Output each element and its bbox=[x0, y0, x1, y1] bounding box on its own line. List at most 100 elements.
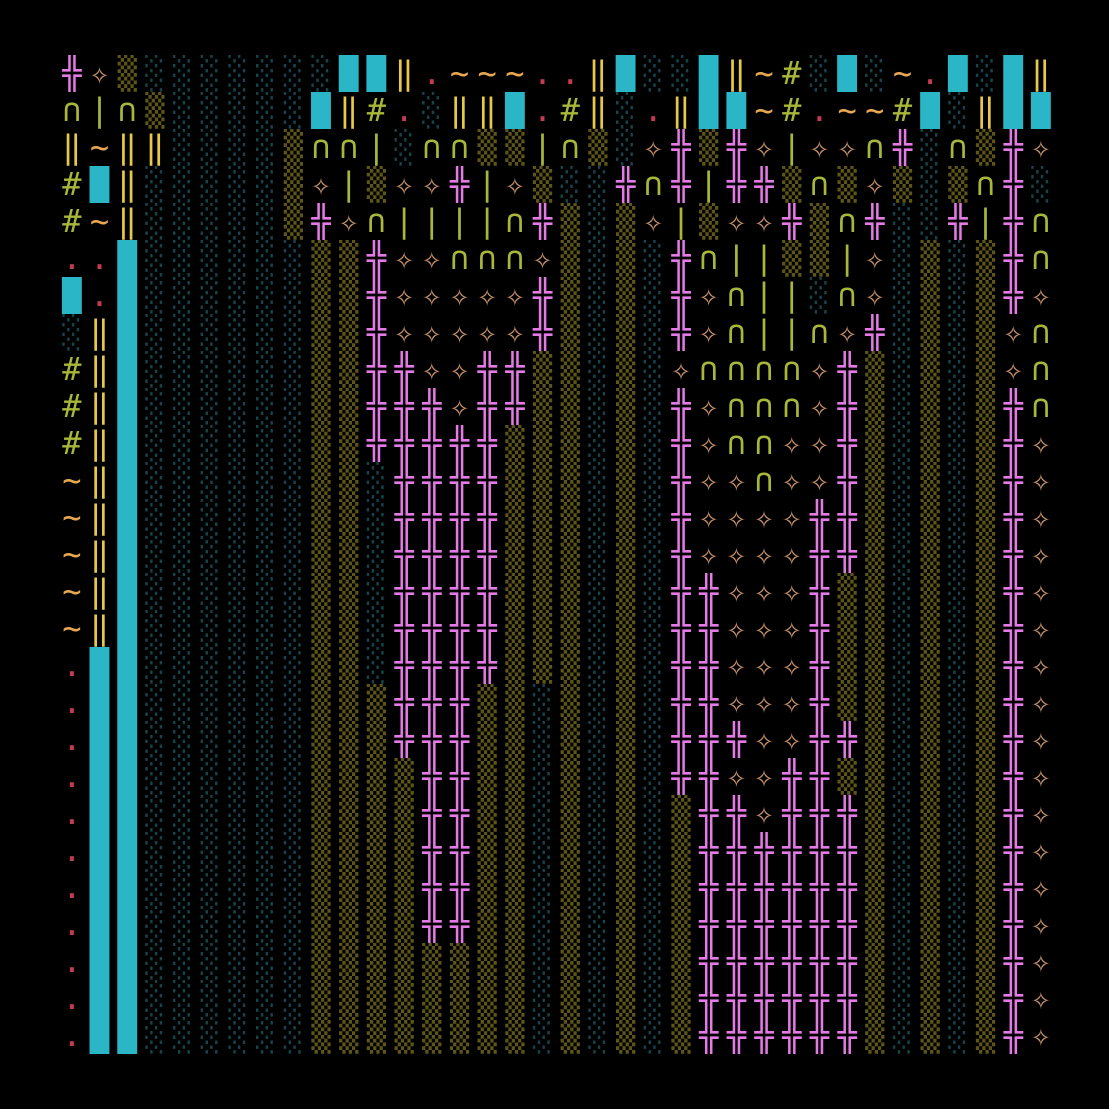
glyph: ░ bbox=[588, 869, 608, 906]
glyph: ✧ bbox=[1031, 721, 1051, 758]
glyph: ▒ bbox=[505, 943, 525, 980]
glyph: ▒ bbox=[505, 536, 525, 573]
glyph: ‖ bbox=[62, 129, 82, 166]
glyph: ▒ bbox=[339, 721, 359, 758]
glyph: ∩ bbox=[726, 425, 746, 462]
glyph: ▒ bbox=[975, 647, 996, 684]
glyph: ▒ bbox=[615, 943, 636, 980]
glyph: ░ bbox=[228, 758, 248, 795]
glyph: ░ bbox=[892, 647, 913, 684]
glyph: ▒ bbox=[311, 758, 331, 795]
glyph: ╬ bbox=[532, 277, 553, 314]
glyph: █ bbox=[117, 795, 137, 832]
glyph: ✧ bbox=[394, 240, 414, 277]
glyph: ░ bbox=[643, 1017, 663, 1054]
glyph: ∩ bbox=[726, 388, 746, 425]
glyph: ░ bbox=[588, 166, 608, 203]
glyph: ‖ bbox=[89, 351, 110, 388]
glyph: ░ bbox=[588, 758, 608, 795]
glyph: ░ bbox=[283, 684, 303, 721]
glyph: ▒ bbox=[477, 684, 497, 721]
glyph: ╬ bbox=[477, 388, 497, 425]
glyph: ╬ bbox=[782, 795, 802, 832]
glyph: ▒ bbox=[311, 980, 331, 1017]
glyph: ╬ bbox=[837, 351, 857, 388]
glyph: ▒ bbox=[311, 684, 331, 721]
glyph: ✧ bbox=[754, 684, 774, 721]
glyph: ▒ bbox=[920, 314, 940, 351]
glyph: ░ bbox=[256, 55, 276, 92]
glyph: ░ bbox=[200, 388, 220, 425]
glyph: ░ bbox=[200, 869, 220, 906]
glyph: ░ bbox=[643, 832, 663, 869]
glyph: ░ bbox=[228, 721, 248, 758]
glyph: ░ bbox=[588, 425, 608, 462]
glyph: ▒ bbox=[615, 351, 636, 388]
glyph: ✧ bbox=[865, 166, 885, 203]
glyph: █ bbox=[339, 55, 359, 92]
glyph: ░ bbox=[200, 721, 220, 758]
glyph: ▒ bbox=[311, 1017, 331, 1054]
glyph: ╬ bbox=[671, 647, 691, 684]
glyph: █ bbox=[117, 314, 137, 351]
glyph: ░ bbox=[200, 980, 220, 1017]
glyph: ░ bbox=[588, 721, 608, 758]
glyph: # bbox=[892, 92, 913, 129]
glyph: ✧ bbox=[754, 721, 774, 758]
glyph: ╬ bbox=[671, 425, 691, 462]
glyph: █ bbox=[1031, 92, 1051, 129]
glyph: █ bbox=[62, 277, 82, 314]
glyph: ▒ bbox=[920, 388, 940, 425]
glyph: ░ bbox=[588, 499, 608, 536]
glyph: ╬ bbox=[1003, 721, 1023, 758]
glyph: ∩ bbox=[422, 129, 442, 166]
glyph: ╬ bbox=[366, 425, 387, 462]
glyph: | bbox=[782, 314, 802, 351]
glyph: ▒ bbox=[283, 203, 303, 240]
glyph: ▒ bbox=[505, 573, 525, 610]
glyph-row: . █ █ ░ ░ ░ ░ ░ ░ ▒ ▒ ▒ ▒ ╬ ╬ ▒ ▒ ░ ▒ ░ ▒ ░ ▒ ╬ ╬ ╬ ╬ ╬ ╬ ▒ ░ ▒ ░ ▒ ╬ ✧ bbox=[58, 869, 1055, 906]
glyph: ╬ bbox=[726, 721, 746, 758]
glyph: ╬ bbox=[394, 425, 414, 462]
glyph: █ bbox=[117, 536, 137, 573]
glyph: ▒ bbox=[311, 795, 331, 832]
glyph: ░ bbox=[283, 1017, 303, 1054]
glyph: ▒ bbox=[505, 610, 525, 647]
glyph: ╬ bbox=[1003, 980, 1023, 1017]
glyph: ░ bbox=[172, 647, 193, 684]
glyph: ‖ bbox=[975, 92, 996, 129]
glyph: ░ bbox=[256, 758, 276, 795]
glyph: ░ bbox=[145, 314, 165, 351]
glyph: ╬ bbox=[726, 832, 746, 869]
glyph: ▒ bbox=[865, 388, 885, 425]
glyph: ▒ bbox=[560, 499, 580, 536]
glyph: ✧ bbox=[754, 758, 774, 795]
glyph: ╬ bbox=[782, 943, 802, 980]
glyph: ░ bbox=[228, 832, 248, 869]
glyph: ╬ bbox=[394, 647, 414, 684]
glyph: | bbox=[837, 240, 857, 277]
glyph: ░ bbox=[588, 647, 608, 684]
glyph: ▒ bbox=[560, 425, 580, 462]
glyph: ✧ bbox=[782, 684, 802, 721]
glyph: ╬ bbox=[1003, 499, 1023, 536]
glyph: ▒ bbox=[920, 758, 940, 795]
glyph: ╬ bbox=[449, 425, 470, 462]
glyph: ░ bbox=[256, 795, 276, 832]
glyph: ▒ bbox=[366, 906, 387, 943]
glyph: █ bbox=[615, 55, 636, 92]
glyph: ▒ bbox=[615, 832, 636, 869]
glyph: ▒ bbox=[449, 980, 470, 1017]
glyph: ░ bbox=[256, 647, 276, 684]
glyph: ▒ bbox=[975, 351, 996, 388]
glyph: ‖ bbox=[89, 573, 110, 610]
glyph: ▒ bbox=[560, 869, 580, 906]
glyph: ╬ bbox=[809, 943, 830, 980]
glyph: ░ bbox=[283, 610, 303, 647]
glyph: ∩ bbox=[311, 129, 331, 166]
glyph: ∩ bbox=[726, 314, 746, 351]
glyph: ▒ bbox=[366, 758, 387, 795]
glyph: ▒ bbox=[615, 388, 636, 425]
glyph: ╬ bbox=[782, 980, 802, 1017]
glyph: ▒ bbox=[615, 573, 636, 610]
